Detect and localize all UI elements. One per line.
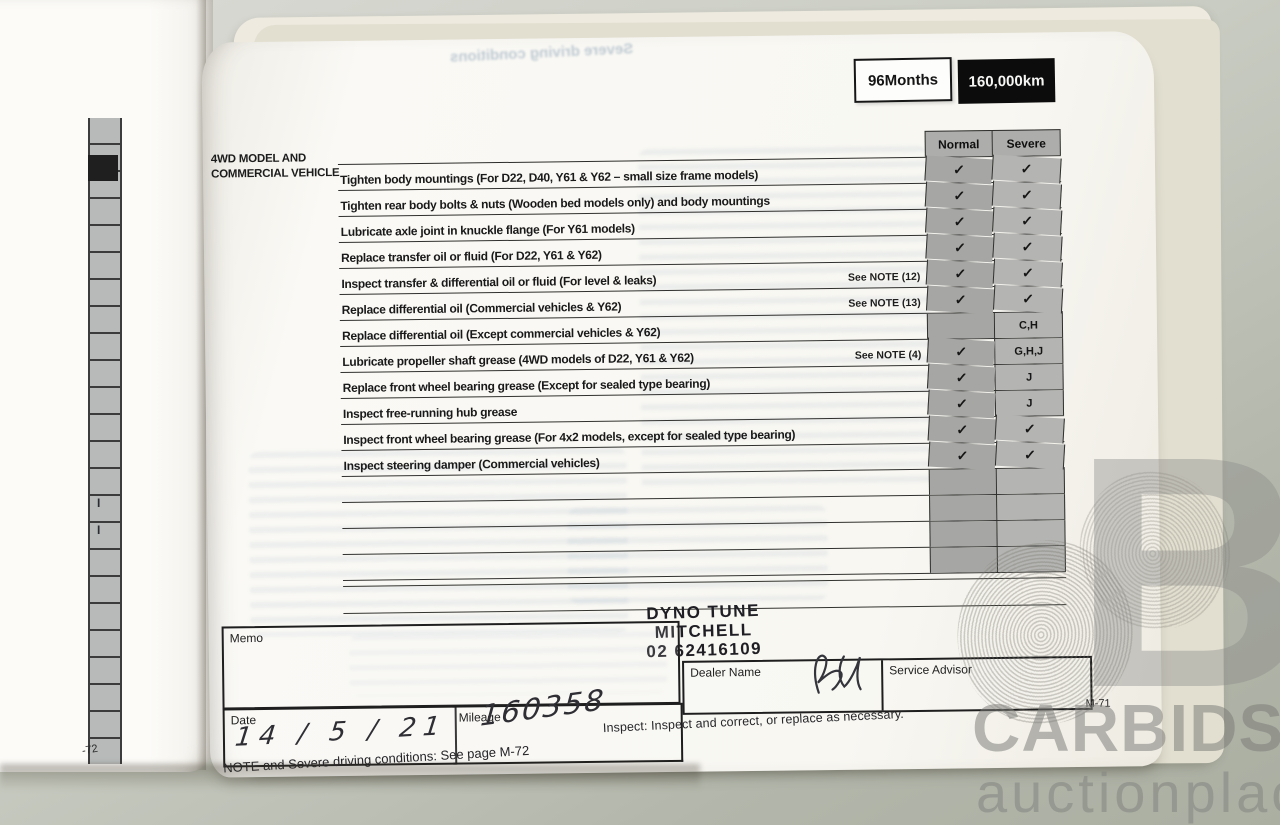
header-spacer — [338, 142, 925, 152]
severe-cell: J — [994, 390, 1065, 417]
normal-cell: ✓ — [924, 155, 993, 185]
watermark-carbids: CARBIDS — [972, 691, 1280, 766]
left-page-table-column — [88, 118, 122, 764]
normal-cell — [929, 495, 997, 521]
left-page: I I — [0, 0, 213, 772]
normal-cell: ✓ — [926, 337, 995, 367]
severe-cell: ✓ — [992, 206, 1063, 236]
right-page-content: Severe driving conditions 4WD MODEL AND … — [201, 31, 1162, 778]
normal-cell: ✓ — [925, 285, 995, 315]
severe-cell: J — [994, 364, 1064, 391]
severe-cell: ✓ — [991, 180, 1063, 210]
gutter-shadow — [196, 0, 206, 770]
severe-cell: G,H,J — [994, 338, 1064, 365]
note-label: See NOTE (12) — [847, 270, 921, 284]
severe-cell: ✓ — [991, 154, 1062, 184]
service-table-rows: Tighten body mountings (For D22, D40, Y6… — [337, 154, 1066, 581]
normal-cell: ✓ — [927, 415, 996, 445]
note-label: See NOTE (13) — [848, 296, 921, 310]
normal-cell: ✓ — [925, 207, 994, 237]
normal-cell — [926, 313, 995, 339]
severe-cell: C,H — [993, 312, 1064, 339]
severe-cell: ✓ — [994, 414, 1065, 444]
book-shadow — [0, 764, 700, 790]
normal-cell: ✓ — [927, 389, 996, 419]
left-page-pen-mark: I — [97, 496, 101, 510]
memo-box: Memo — [221, 620, 681, 710]
normal-cell: ✓ — [927, 441, 997, 471]
watermark-auctionplace: auctionplace — [976, 761, 1280, 824]
watermark-letter-b: B — [1072, 387, 1280, 756]
normal-cell: ✓ — [926, 363, 996, 393]
normal-cell — [928, 469, 997, 495]
header-normal: Normal — [924, 130, 992, 157]
severe-cell — [996, 494, 1066, 520]
normal-cell: ✓ — [925, 233, 994, 263]
severe-cell — [995, 468, 1066, 495]
dealer-signature — [814, 654, 862, 694]
service-table: Normal Severe Tighten body mountings (Fo… — [337, 129, 1066, 581]
memo-label: Memo — [229, 630, 264, 646]
header-severe: Severe — [991, 129, 1061, 157]
note-label: See NOTE (4) — [854, 348, 922, 362]
severe-cell: ✓ — [992, 232, 1063, 262]
severe-cell: ✓ — [994, 440, 1066, 470]
left-page-pen-mark: I — [97, 523, 101, 537]
normal-cell — [929, 520, 997, 547]
left-page-black-cell — [88, 155, 118, 181]
normal-cell: ✓ — [924, 181, 994, 211]
normal-cell: ✓ — [925, 259, 994, 289]
section-label: 4WD MODEL AND COMMERCIAL VEHICLE — [210, 152, 340, 181]
severe-cell: ✓ — [992, 284, 1064, 314]
showthrough-heading: Severe driving conditions — [449, 40, 634, 66]
severe-cell: ✓ — [992, 258, 1063, 288]
